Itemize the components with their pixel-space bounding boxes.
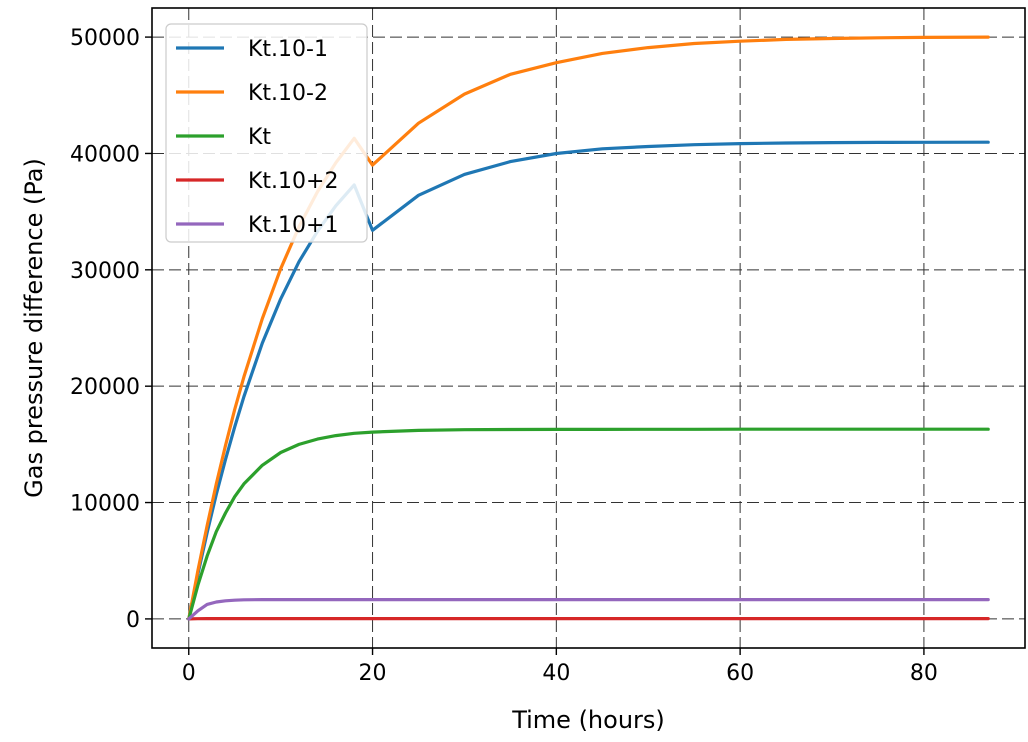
x-tick-label: 20 [359, 661, 387, 686]
y-tick-label: 40000 [70, 142, 140, 167]
y-axis-label: Gas pressure difference (Pa) [20, 158, 48, 498]
legend-label: Kt.10+1 [248, 213, 338, 238]
y-tick-label: 50000 [70, 26, 140, 51]
legend-label: Kt.10-2 [248, 81, 328, 106]
series-group [187, 35, 990, 621]
legend-box [165, 23, 368, 243]
x-axis-label: Time (hours) [511, 706, 665, 734]
y-tick-label: 10000 [70, 492, 140, 517]
legend-label: Kt.10+2 [248, 169, 338, 194]
y-tick-label: 20000 [70, 375, 140, 400]
y-tick-label: 0 [126, 608, 140, 633]
x-tick-label: 40 [542, 661, 570, 686]
series-line [187, 140, 990, 621]
y-tick-label: 30000 [70, 259, 140, 284]
x-tick-label: 60 [726, 661, 754, 686]
series-line [187, 597, 990, 621]
legend-label: Kt.10-1 [248, 37, 328, 62]
series-line [187, 35, 990, 621]
legend-label: Kt [248, 125, 271, 150]
x-tick-label: 0 [182, 661, 196, 686]
axis-ticks: 0 20 40 60 80 0 10000 20000 30000 40000 50000 [70, 26, 938, 686]
legend: Kt.10-1 Kt.10-2 Kt Kt.10+2 Kt.10+1 [165, 23, 368, 243]
x-tick-label: 80 [910, 661, 938, 686]
plot-frame [151, 7, 1026, 649]
series-line [187, 427, 990, 621]
